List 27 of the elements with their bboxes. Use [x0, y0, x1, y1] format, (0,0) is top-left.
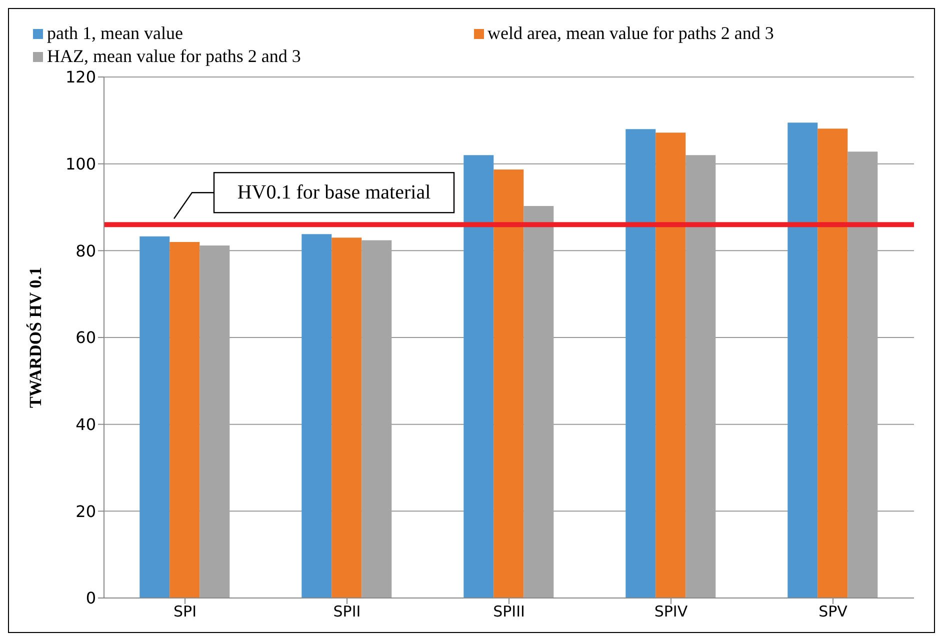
x-tick-label: SPIV [654, 602, 688, 621]
ref-line-label: HV0.1 for base material [237, 182, 432, 204]
bar [170, 242, 200, 598]
y-tick-label: 0 [86, 588, 96, 608]
y-tick-label: 120 [65, 68, 96, 87]
y-tick-label: 80 [76, 241, 96, 260]
y-tick-label: 40 [76, 415, 96, 434]
y-tick-label: 60 [76, 328, 96, 348]
y-tick-label: 20 [76, 502, 96, 521]
bar [818, 128, 848, 598]
bar [332, 238, 362, 598]
bar [788, 122, 818, 598]
x-tick-label: SPII [333, 602, 361, 621]
x-tick-label: SPV [818, 602, 848, 621]
legend-label: path 1, mean value [47, 23, 183, 44]
legend-label: HAZ, mean value for paths 2 and 3 [47, 46, 301, 67]
bar [494, 169, 524, 598]
legend-label: weld area, mean value for paths 2 and 3 [488, 23, 774, 44]
x-tick-label: SPI [174, 602, 196, 621]
bar [140, 236, 170, 598]
y-tick-label: 100 [65, 154, 96, 174]
bar [302, 234, 332, 598]
bar [626, 129, 656, 598]
bar [656, 132, 686, 598]
x-tick-label: SPIII [493, 602, 525, 621]
y-axis-title: TWARDOŚ HV 0.1 [26, 267, 46, 408]
bar [464, 155, 494, 598]
